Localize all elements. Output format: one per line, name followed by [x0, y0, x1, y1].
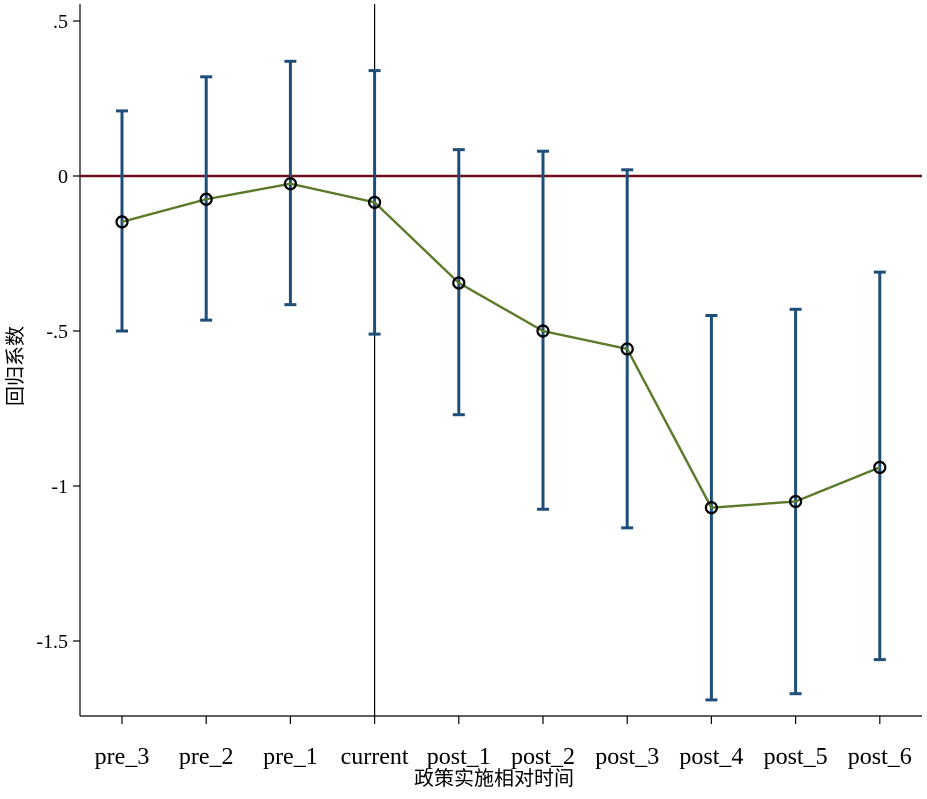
y-tick-label: -1 [51, 476, 68, 498]
coefficient-point [620, 342, 634, 356]
coefficient-point [115, 215, 129, 229]
coefficient-point [788, 494, 803, 509]
y-tick-label: -1.5 [36, 631, 68, 653]
y-tick-label: -.5 [46, 321, 68, 343]
data-points-layer [115, 177, 887, 515]
coefficient-point [873, 460, 887, 474]
x-tick-label: post_4 [679, 744, 743, 770]
x-axis-title: 政策实施相对时间 [414, 767, 574, 790]
x-tick-label: current [341, 744, 409, 770]
series-line-layer [121, 182, 881, 509]
coefficient-point [368, 195, 382, 209]
x-tick-label: pre_1 [263, 744, 318, 770]
coefficient-point [536, 324, 550, 338]
y-tick-label: .5 [53, 11, 68, 33]
coefficient-line [121, 182, 881, 509]
coefficient-point [452, 276, 466, 290]
x-tick-label: post_6 [848, 744, 912, 770]
y-tick-label: 0 [58, 166, 68, 188]
x-tick-label: pre_2 [179, 744, 234, 770]
confidence-intervals-layer [116, 59, 886, 702]
coefficient-point [283, 177, 297, 191]
x-tick-label: post_2 [511, 744, 575, 770]
labels-layer: 政策实施相对时间 回归系数 .5 0 -.5 -1 -1.5 pre_3 pre_2 pre_… [4, 11, 912, 790]
x-tick-label: post_3 [595, 744, 659, 770]
x-tick-label: post_5 [764, 744, 828, 770]
y-axis-title: 回归系数 [4, 326, 27, 406]
coefficient-point [704, 501, 719, 515]
axes-layer [73, 4, 922, 724]
x-tick-label: post_1 [427, 744, 491, 770]
coefficient-point [199, 192, 213, 206]
x-tick-label: pre_3 [95, 744, 150, 770]
